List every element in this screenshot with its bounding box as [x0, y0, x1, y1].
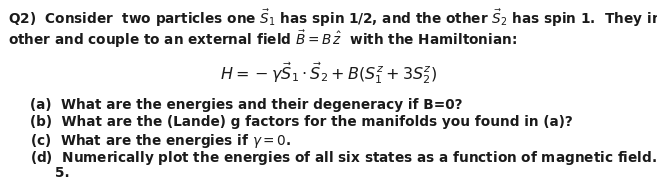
Text: Q2)  Consider  two particles one $\vec{S}_1$ has spin 1/2, and the other $\vec{S: Q2) Consider two particles one $\vec{S}_…: [8, 7, 657, 29]
Text: 5.: 5.: [55, 166, 70, 179]
Text: (c)  What are the energies if $\gamma = 0$.: (c) What are the energies if $\gamma = 0…: [30, 132, 291, 150]
Text: (b)  What are the (Lande) g factors for the manifolds you found in (a)?: (b) What are the (Lande) g factors for t…: [30, 115, 573, 129]
Text: (a)  What are the energies and their degeneracy if B=0?: (a) What are the energies and their dege…: [30, 98, 463, 112]
Text: (d)  Numerically plot the energies of all six states as a function of magnetic f: (d) Numerically plot the energies of all…: [30, 149, 657, 167]
Text: $H = -\gamma\vec{S}_1 \cdot \vec{S}_2 + B(S_1^z + 3S_2^z)$: $H = -\gamma\vec{S}_1 \cdot \vec{S}_2 + …: [219, 60, 436, 86]
Text: other and couple to an external field $\vec{B} = B\,\hat{z}$  with the Hamiltoni: other and couple to an external field $\…: [8, 28, 517, 50]
